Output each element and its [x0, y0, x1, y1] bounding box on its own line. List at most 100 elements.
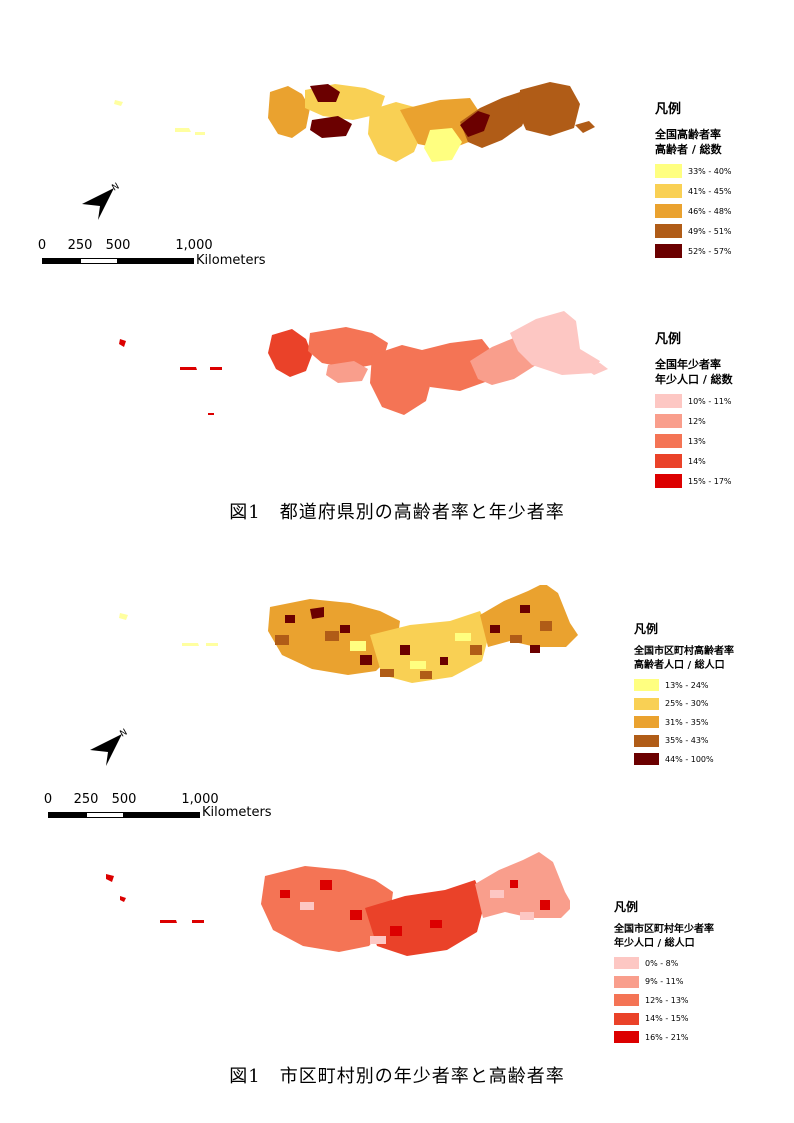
scale-unit: Kilometers — [202, 805, 272, 820]
legend-swatch — [655, 164, 682, 178]
map-region-hokkaido-tip — [580, 363, 608, 375]
legend-item: 35% - 43% — [634, 732, 784, 751]
map-region-hokkaido-tip — [575, 121, 595, 133]
legend-subtitle: 年少人口 / 総人口 — [614, 938, 695, 949]
scale-segment — [86, 812, 124, 818]
legend-swatch — [634, 753, 659, 766]
legend-item: 41% - 45% — [655, 181, 785, 201]
legend-item: 46% - 48% — [655, 201, 785, 221]
map-region-central — [365, 880, 485, 956]
legend-label: 0% - 8% — [645, 958, 679, 968]
scale-bar-top: 0 250 500 1,000 Kilometers — [38, 238, 280, 270]
legend-label: 49% - 51% — [688, 226, 732, 236]
legend-label: 35% - 43% — [665, 736, 709, 746]
legend-swatch — [655, 244, 682, 258]
scale-tick: 500 — [111, 792, 137, 807]
scale-tick: 500 — [105, 238, 131, 253]
map-island-west — [114, 100, 205, 135]
legend-label: 13% - 24% — [665, 680, 709, 690]
legend-swatch — [614, 1012, 639, 1025]
legend-map-2: 凡例 全国年少者率 年少人口 / 総数 10% - 11% 12% 13% 14… — [655, 328, 785, 491]
legend-label: 31% - 35% — [665, 717, 709, 727]
map-municipal-elderly — [119, 585, 578, 683]
map-region-kanto — [424, 128, 462, 162]
map-region-shikoku — [310, 116, 352, 138]
legend-swatch — [655, 434, 682, 448]
scale-tick: 0 — [43, 792, 53, 807]
scale-segment — [124, 812, 200, 818]
legend-swatch — [634, 734, 659, 747]
map-region-kyushu — [268, 329, 312, 377]
legend-swatch — [655, 474, 682, 488]
scale-bar-bottom: 0 250 500 1,000 Kilometers — [43, 792, 286, 824]
scale-tick: 250 — [67, 238, 93, 253]
legend-swatch — [614, 994, 639, 1007]
legend-swatch — [614, 1031, 639, 1044]
legend-label: 52% - 57% — [688, 246, 732, 256]
legend-subtitle: 全国高齢者率 — [655, 128, 721, 141]
legend-title: 凡例 — [655, 102, 682, 117]
scale-tick: 1,000 — [175, 238, 213, 253]
map-region-chugoku — [308, 327, 388, 369]
north-arrow-icon — [82, 188, 114, 220]
legend-label: 44% - 100% — [665, 754, 714, 764]
legend-subtitle: 全国年少者率 — [655, 358, 721, 371]
legend-label: 14% - 15% — [645, 1014, 689, 1024]
legend-item: 44% - 100% — [634, 750, 784, 769]
legend-subtitle: 年少人口 / 総数 — [655, 373, 733, 386]
legend-swatch — [614, 975, 639, 988]
map-prefecture-youth — [119, 311, 608, 415]
legend-label: 15% - 17% — [688, 476, 732, 486]
legend-item: 12% — [655, 411, 785, 431]
legend-swatch — [634, 716, 659, 729]
legend-swatch — [655, 414, 682, 428]
scale-segment — [48, 812, 86, 818]
legend-label: 9% - 11% — [645, 977, 684, 987]
legend-label: 10% - 11% — [688, 396, 732, 406]
legend-item: 31% - 35% — [634, 713, 784, 732]
map-region-west — [261, 866, 393, 952]
legend-title: 凡例 — [634, 622, 659, 636]
scale-segment — [80, 258, 118, 264]
legend-item: 15% - 17% — [655, 471, 785, 491]
legend-title: 凡例 — [614, 900, 639, 914]
legend-label: 25% - 30% — [665, 699, 709, 709]
legend-item: 49% - 51% — [655, 221, 785, 241]
north-label: N — [119, 728, 130, 740]
legend-item: 14% - 15% — [614, 1010, 774, 1029]
legend-subtitle: 高齢者人口 / 総人口 — [634, 660, 725, 671]
legend-swatch — [634, 697, 659, 710]
legend-item: 14% — [655, 451, 785, 471]
scale-tick: 250 — [73, 792, 99, 807]
map-island-west — [106, 874, 204, 923]
north-arrow-top: N — [78, 182, 126, 222]
map-region-chubu — [410, 339, 496, 391]
legend-map-1: 凡例 全国高齢者率 高齢者 / 総数 33% - 40% 41% - 45% 4… — [655, 98, 785, 261]
caption-bottom: 図1 市区町村別の年少者率と高齢者率 — [229, 1066, 565, 1087]
legend-item: 12% - 13% — [614, 991, 774, 1010]
legend-label: 46% - 48% — [688, 206, 732, 216]
map-island-west — [119, 339, 222, 415]
map-yellow-patches — [350, 633, 471, 669]
legend-item: 9% - 11% — [614, 973, 774, 992]
map-region-tohoku — [460, 92, 530, 148]
legend-swatch — [634, 679, 659, 692]
legend-swatch — [655, 394, 682, 408]
map-island-west — [119, 613, 218, 646]
legend-item: 33% - 40% — [655, 161, 785, 181]
legend-item: 52% - 57% — [655, 241, 785, 261]
legend-swatch — [655, 454, 682, 468]
map-region-shikoku — [326, 361, 368, 383]
map-region-chugoku-dark — [310, 84, 340, 102]
legend-swatch — [655, 204, 682, 218]
legend-swatch — [655, 184, 682, 198]
legend-label: 41% - 45% — [688, 186, 732, 196]
legend-item: 13% - 24% — [634, 676, 784, 695]
legend-map-3: 凡例 全国市区町村高齢者率 高齢者人口 / 総人口 13% - 24% 25% … — [634, 620, 784, 769]
legend-swatch — [614, 957, 639, 970]
scale-segment — [42, 258, 80, 264]
legend-item: 13% — [655, 431, 785, 451]
legend-label: 14% — [688, 456, 706, 466]
map-region-tohoku-dark — [460, 111, 490, 137]
legend-item: 0% - 8% — [614, 954, 774, 973]
